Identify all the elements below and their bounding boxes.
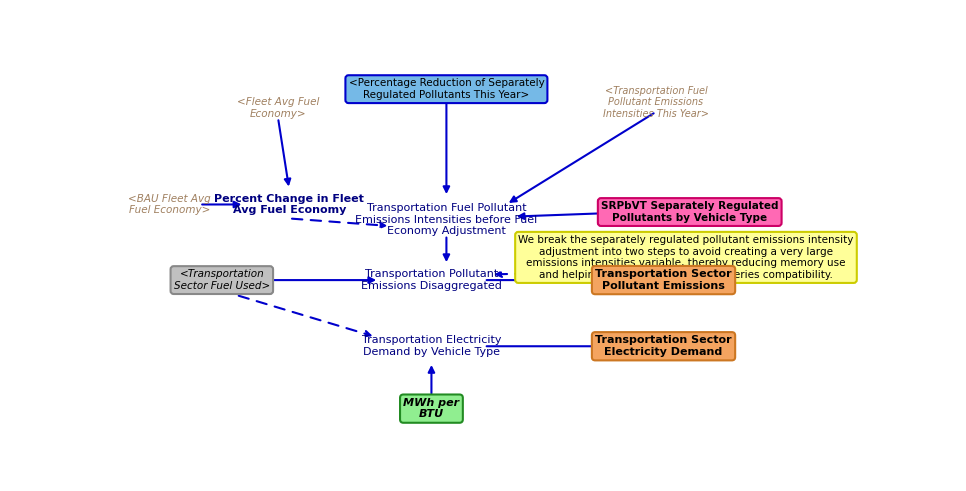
Text: <Percentage Reduction of Separately
Regulated Pollutants This Year>: <Percentage Reduction of Separately Regu… (349, 79, 544, 100)
Text: <Transportation
Sector Fuel Used>: <Transportation Sector Fuel Used> (174, 269, 270, 291)
Text: <BAU Fleet Avg
Fuel Economy>: <BAU Fleet Avg Fuel Economy> (128, 193, 211, 215)
Text: Transportation Pollutant
Emissions Disaggregated: Transportation Pollutant Emissions Disag… (361, 269, 502, 291)
Text: Transportation Fuel Pollutant
Emissions Intensities before Fuel
Economy Adjustme: Transportation Fuel Pollutant Emissions … (355, 203, 537, 236)
Text: Percent Change in Fleet
Avg Fuel Economy: Percent Change in Fleet Avg Fuel Economy (214, 193, 364, 215)
Text: Transportation Sector
Electricity Demand: Transportation Sector Electricity Demand (595, 335, 732, 357)
Text: We break the separately regulated pollutant emissions intensity
adjustment into : We break the separately regulated pollut… (519, 235, 854, 280)
Text: <Transportation Fuel
Pollutant Emissions
Intensities This Year>: <Transportation Fuel Pollutant Emissions… (603, 86, 709, 119)
Text: SRPbVT Separately Regulated
Pollutants by Vehicle Type: SRPbVT Separately Regulated Pollutants b… (601, 201, 779, 223)
Text: Transportation Electricity
Demand by Vehicle Type: Transportation Electricity Demand by Veh… (361, 335, 501, 357)
Text: MWh per
BTU: MWh per BTU (404, 398, 460, 419)
Text: Transportation Sector
Pollutant Emissions: Transportation Sector Pollutant Emission… (595, 269, 732, 291)
Text: <Fleet Avg Fuel
Economy>: <Fleet Avg Fuel Economy> (237, 97, 319, 119)
